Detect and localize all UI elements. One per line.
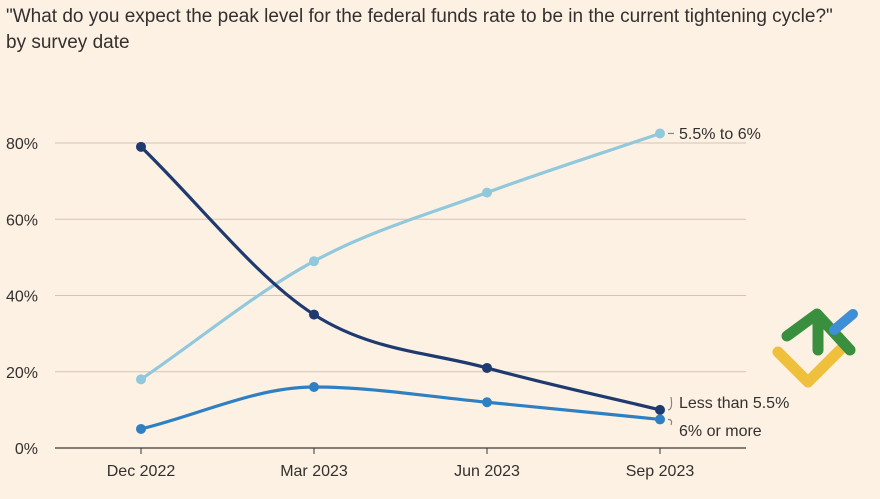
series-lines [139, 131, 662, 431]
series-points [136, 128, 665, 434]
data-point [136, 374, 146, 385]
y-tick-label: 40% [6, 289, 38, 306]
data-point [655, 404, 665, 415]
x-tick-label: Jun 2023 [454, 463, 520, 480]
watermark-logo [772, 308, 858, 388]
series-line [139, 131, 662, 381]
chart-subtitle: by survey date [6, 32, 130, 53]
x-tick-label: Sep 2023 [626, 463, 695, 480]
y-tick-label: 80% [6, 136, 38, 153]
series-labels: 5.5% to 6% Less than 5.5% 6% or more [667, 126, 789, 440]
label-connector [667, 396, 673, 411]
chart-title-block: "What do you expect the peak level for t… [6, 4, 874, 56]
data-point [655, 128, 665, 139]
data-point [655, 414, 665, 425]
series-end-label: 5.5% to 6% [679, 126, 761, 143]
data-point [309, 256, 319, 267]
data-point [482, 397, 492, 408]
y-tick-label: 60% [6, 212, 38, 229]
x-tick-label: Dec 2022 [107, 463, 176, 480]
data-point [136, 141, 146, 152]
series-line [139, 145, 662, 412]
y-axis-ticks: 0% 20% 40% 60% 80% [6, 136, 38, 458]
series-end-label: 6% or more [679, 423, 762, 440]
data-point [136, 423, 146, 434]
data-point [482, 362, 492, 373]
data-point [309, 382, 319, 392]
y-tick-label: 20% [6, 365, 38, 382]
label-connector [667, 418, 673, 426]
x-tick-label: Mar 2023 [280, 463, 348, 480]
series-line [139, 385, 662, 431]
data-point [482, 187, 492, 198]
chart-title: "What do you expect the peak level for t… [6, 6, 833, 27]
gridlines [55, 142, 746, 449]
data-point [309, 309, 319, 320]
y-tick-label: 0% [15, 441, 38, 458]
x-axis-ticks: Dec 2022 Mar 2023 Jun 2023 Sep 2023 [107, 448, 695, 480]
series-end-label: Less than 5.5% [679, 395, 789, 412]
